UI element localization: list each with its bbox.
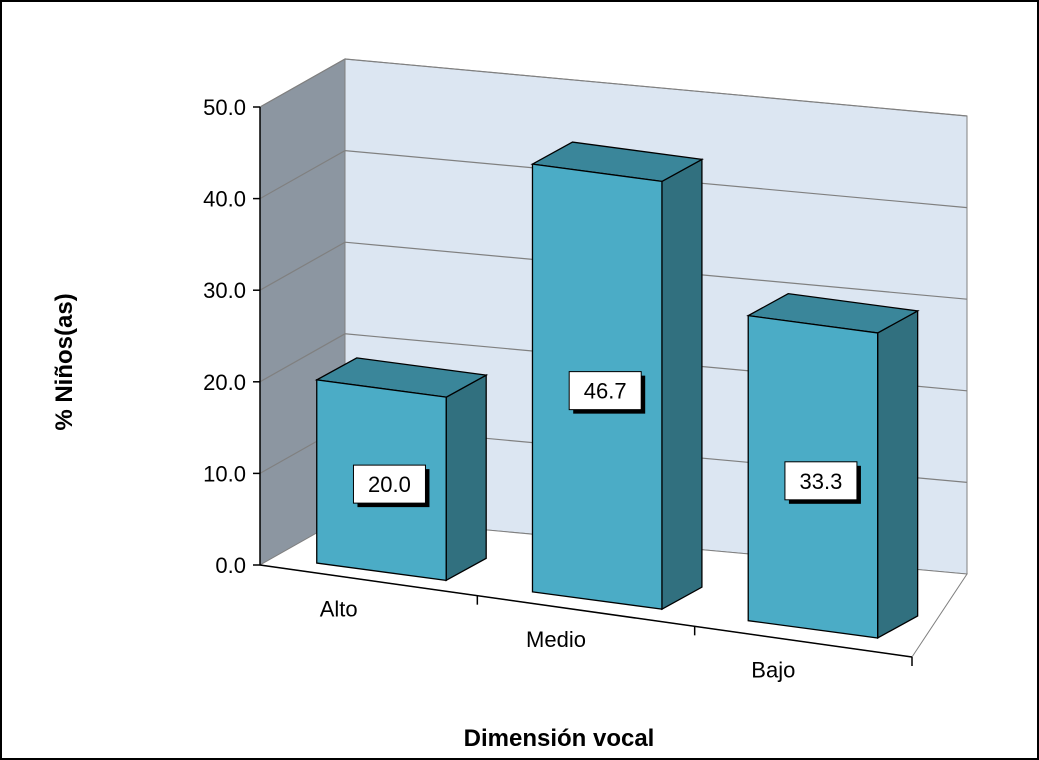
data-label: 46.7 xyxy=(568,371,646,414)
gridline xyxy=(259,241,968,300)
x-ticks: Alto Medio Bajo xyxy=(320,595,913,683)
data-label-text: 33.3 xyxy=(800,469,843,494)
y-tick-label: 50.0 xyxy=(203,95,246,120)
data-label-box xyxy=(352,464,426,504)
y-tick-label: 10.0 xyxy=(203,461,246,486)
y-ticks: 0.0 10.0 20.0 30.0 40.0 50.0 xyxy=(203,95,260,578)
y-tick-label: 0.0 xyxy=(215,553,246,578)
y-tick-label: 30.0 xyxy=(203,278,246,303)
data-label-box xyxy=(784,461,858,501)
data-label-box xyxy=(568,371,642,411)
y-axis-title: % Niños(as) xyxy=(51,293,78,430)
bars: 20.0 46.7 33.3 xyxy=(314,141,920,640)
x-tick-label: Medio xyxy=(526,627,586,652)
axes xyxy=(259,107,913,658)
gridline xyxy=(259,149,968,209)
data-label: 20.0 xyxy=(352,464,430,508)
y-tick-label: 40.0 xyxy=(203,187,246,212)
x-tick-label: Bajo xyxy=(751,658,795,683)
x-axis-line xyxy=(259,564,913,658)
gridline xyxy=(259,58,968,117)
data-label-text: 20.0 xyxy=(368,472,411,497)
bar: 33.3 xyxy=(746,292,920,640)
y-tick-label: 20.0 xyxy=(203,370,246,395)
bar-side xyxy=(445,374,487,582)
bar-side xyxy=(877,309,919,640)
bar: 46.7 xyxy=(530,141,704,611)
x-tick-label: Alto xyxy=(320,596,358,621)
data-label: 33.3 xyxy=(784,461,861,504)
x-axis-title: Dimensión vocal xyxy=(464,725,655,752)
bar-side xyxy=(661,158,703,611)
bar: 20.0 xyxy=(314,357,489,582)
data-label-text: 46.7 xyxy=(584,379,627,404)
